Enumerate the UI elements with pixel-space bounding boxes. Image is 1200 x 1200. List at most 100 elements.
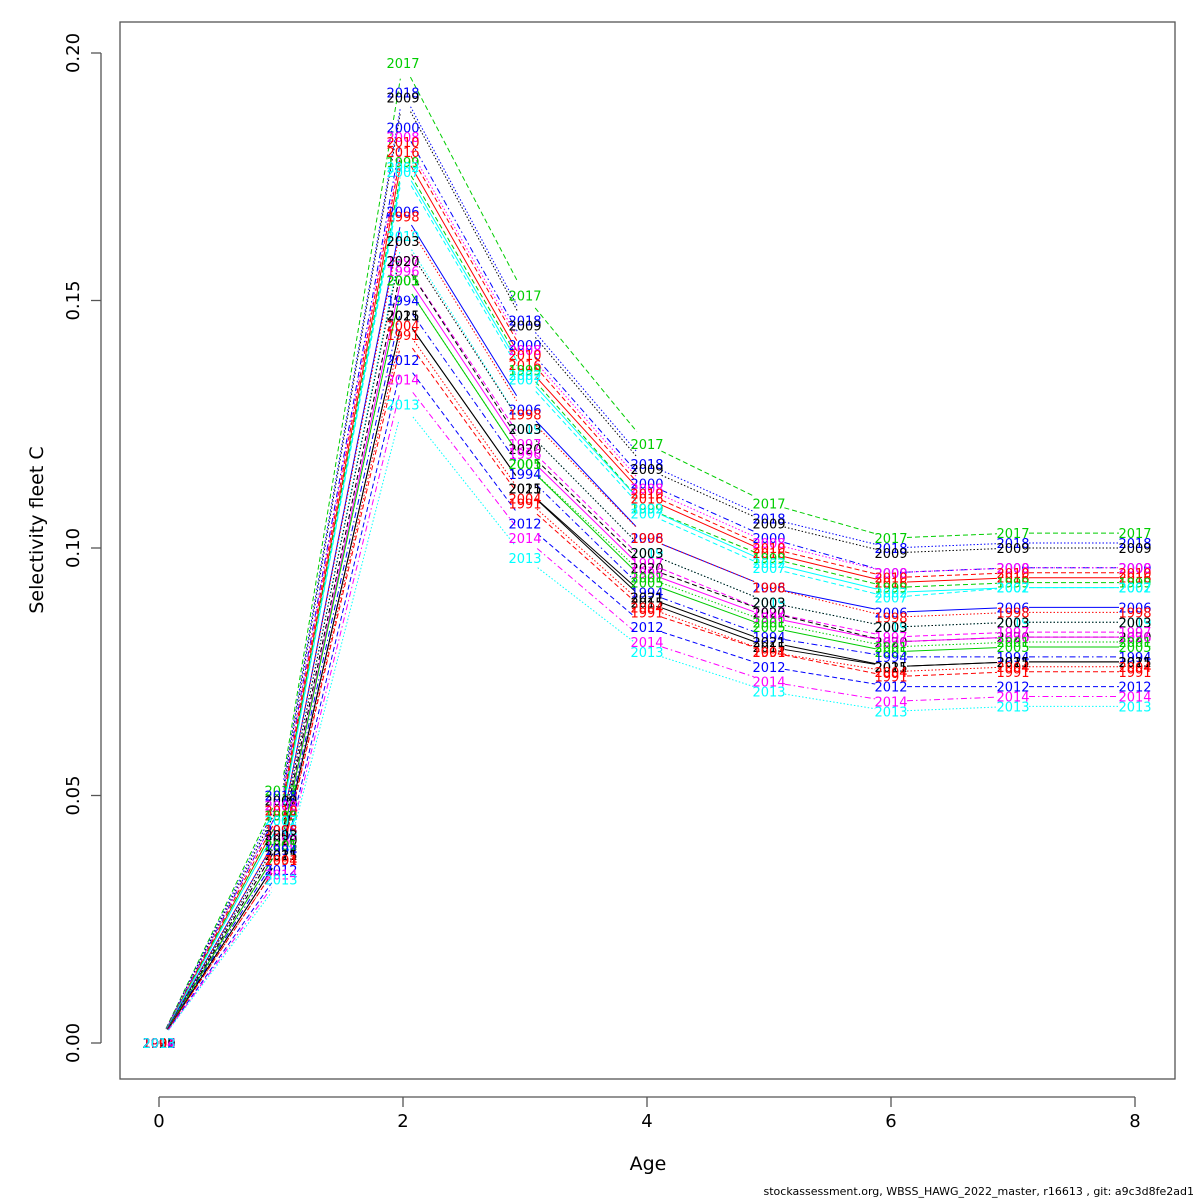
point-label-1991-age-6: 1991 [874,671,907,686]
point-label-2010-age-0: 2010 [142,1037,175,1052]
point-label-2002-age-2: 2002 [386,161,419,176]
point-label-2004-age-6: 2004 [874,666,907,681]
point-label-1994-age-5: 1994 [752,631,785,646]
series-line-1991-seg-5 [784,654,876,675]
point-label-1999-age-2: 1999 [386,156,419,171]
point-label-2019-age-7: 2019 [996,616,1029,631]
point-label-2007-age-4: 2007 [630,507,663,522]
point-label-2016-age-6: 2016 [874,577,907,592]
series-line-2008-seg-4 [661,494,755,537]
series-line-2016-seg-5 [784,556,876,580]
series-line-1991-seg-1 [284,350,400,845]
point-label-2010-age-8: 2010 [1118,567,1151,582]
point-label-1994-age-7: 1994 [996,651,1029,666]
point-label-2005-age-5: 2005 [752,621,785,636]
series-line-2020-seg-4 [661,572,755,608]
point-label-2009-age-1: 2009 [264,794,297,809]
series-line-2021-seg-4 [661,602,755,638]
point-label-2007-age-6: 2007 [874,592,907,607]
point-label-1994-age-2: 1994 [386,295,419,310]
point-label-2013-age-1: 2013 [264,874,297,889]
series-line-2003-seg-1 [283,256,401,820]
series-line-2004-seg-4 [661,612,755,647]
point-label-2008-age-1: 2008 [264,799,297,814]
point-label-2004-age-7: 2004 [996,661,1029,676]
series-line-1999-seg-0 [166,829,274,1030]
point-label-2014-age-2: 2014 [386,374,419,389]
point-label-1996-age-7: 1996 [996,631,1029,646]
series-line-1994-seg-3 [536,484,636,582]
point-label-2014-age-7: 2014 [996,691,1029,706]
point-label-2021-age-7: 2021 [996,656,1029,671]
point-label-2015-age-7: 2015 [996,656,1029,671]
series-line-2009-seg-6 [906,548,998,553]
series-line-2018-seg-4 [661,469,755,513]
series-line-2016-seg-6 [906,577,998,583]
series-line-2006-seg-5 [784,590,876,610]
point-label-2006-age-1: 2006 [264,824,297,839]
series-line-2010-seg-6 [906,572,998,578]
series-lines [165,76,1119,1031]
point-label-2007-age-2: 2007 [386,166,419,181]
point-label-2010-age-4: 2010 [630,488,663,503]
point-label-1998-age-6: 1998 [874,611,907,626]
point-label-2015-age-3: 2015 [508,483,541,498]
point-label-2005-age-6: 2005 [874,646,907,661]
point-label-1998-age-2: 1998 [386,210,419,225]
point-label-2009-age-7: 2009 [996,542,1029,557]
point-label-2001-age-2: 2001 [386,275,419,290]
point-label-2017-age-3: 2017 [508,290,541,305]
point-label-2016-age-7: 2016 [996,572,1029,587]
point-label-1996-age-4: 1996 [630,567,663,582]
point-label-2017-age-6: 2017 [874,532,907,547]
series-line-2013-seg-2 [412,416,516,546]
point-label-2018-age-1: 2018 [264,790,297,805]
point-label-2003-age-6: 2003 [874,621,907,636]
series-line-2002-seg-5 [784,566,876,590]
series-line-1998-seg-6 [906,612,998,618]
series-line-2002-seg-4 [661,514,755,557]
point-label-2000-age-5: 2000 [752,532,785,547]
series-line-1997-seg-5 [784,615,876,635]
series-line-2002-seg-2 [410,180,518,362]
series-line-2015-seg-3 [536,499,636,592]
point-label-2010-age-6: 2010 [874,572,907,587]
series-line-2012-seg-4 [662,631,754,663]
series-line-2021-seg-5 [784,644,876,665]
point-label-2019-age-4: 2019 [630,547,663,562]
point-label-2017-age-7: 2017 [996,527,1029,542]
point-label-2013-age-3: 2013 [508,552,541,567]
series-line-1998-seg-5 [784,590,876,615]
point-label-2021-age-4: 2021 [630,592,663,607]
point-label-2006-age-2: 2006 [386,205,419,220]
series-line-2017-seg-6 [906,533,998,538]
point-label-2021-age-8: 2021 [1118,656,1151,671]
point-label-2000-age-2: 2000 [386,121,419,136]
point-label-1998-age-5: 1998 [752,582,785,597]
series-line-2004-seg-5 [784,654,876,670]
point-label-1997-age-3: 1997 [508,438,541,453]
series-line-2007-seg-2 [410,185,518,367]
series-line-2010-seg-1 [283,157,401,795]
series-line-1998-seg-2 [410,229,518,401]
series-line-2008-seg-1 [283,152,401,790]
point-label-2015-age-1: 2015 [264,849,297,864]
point-label-2013-age-0: 2013 [142,1037,175,1052]
point-label-2012-age-0: 2012 [142,1037,175,1052]
point-label-2009-age-8: 2009 [1118,542,1151,557]
point-label-2000-age-4: 2000 [630,478,663,493]
point-label-2004-age-1: 2004 [264,854,297,869]
point-label-2003-age-1: 2003 [264,829,297,844]
point-label-2012-age-2: 2012 [386,354,419,369]
point-label-2019-age-0: 2019 [142,1037,175,1052]
point-label-1994-age-0: 1994 [142,1037,175,1052]
series-line-2010-seg-3 [535,366,637,482]
series-line-2017-seg-4 [661,450,755,497]
series-line-2018-seg-3 [534,332,638,452]
point-label-2016-age-0: 2016 [142,1037,175,1052]
series-line-1999-seg-5 [784,561,876,585]
series-line-2020-seg-1 [283,276,401,825]
point-label-2001-age-6: 2001 [874,641,907,656]
series-line-2015-seg-2 [411,328,517,476]
point-label-1994-age-4: 1994 [630,587,663,602]
